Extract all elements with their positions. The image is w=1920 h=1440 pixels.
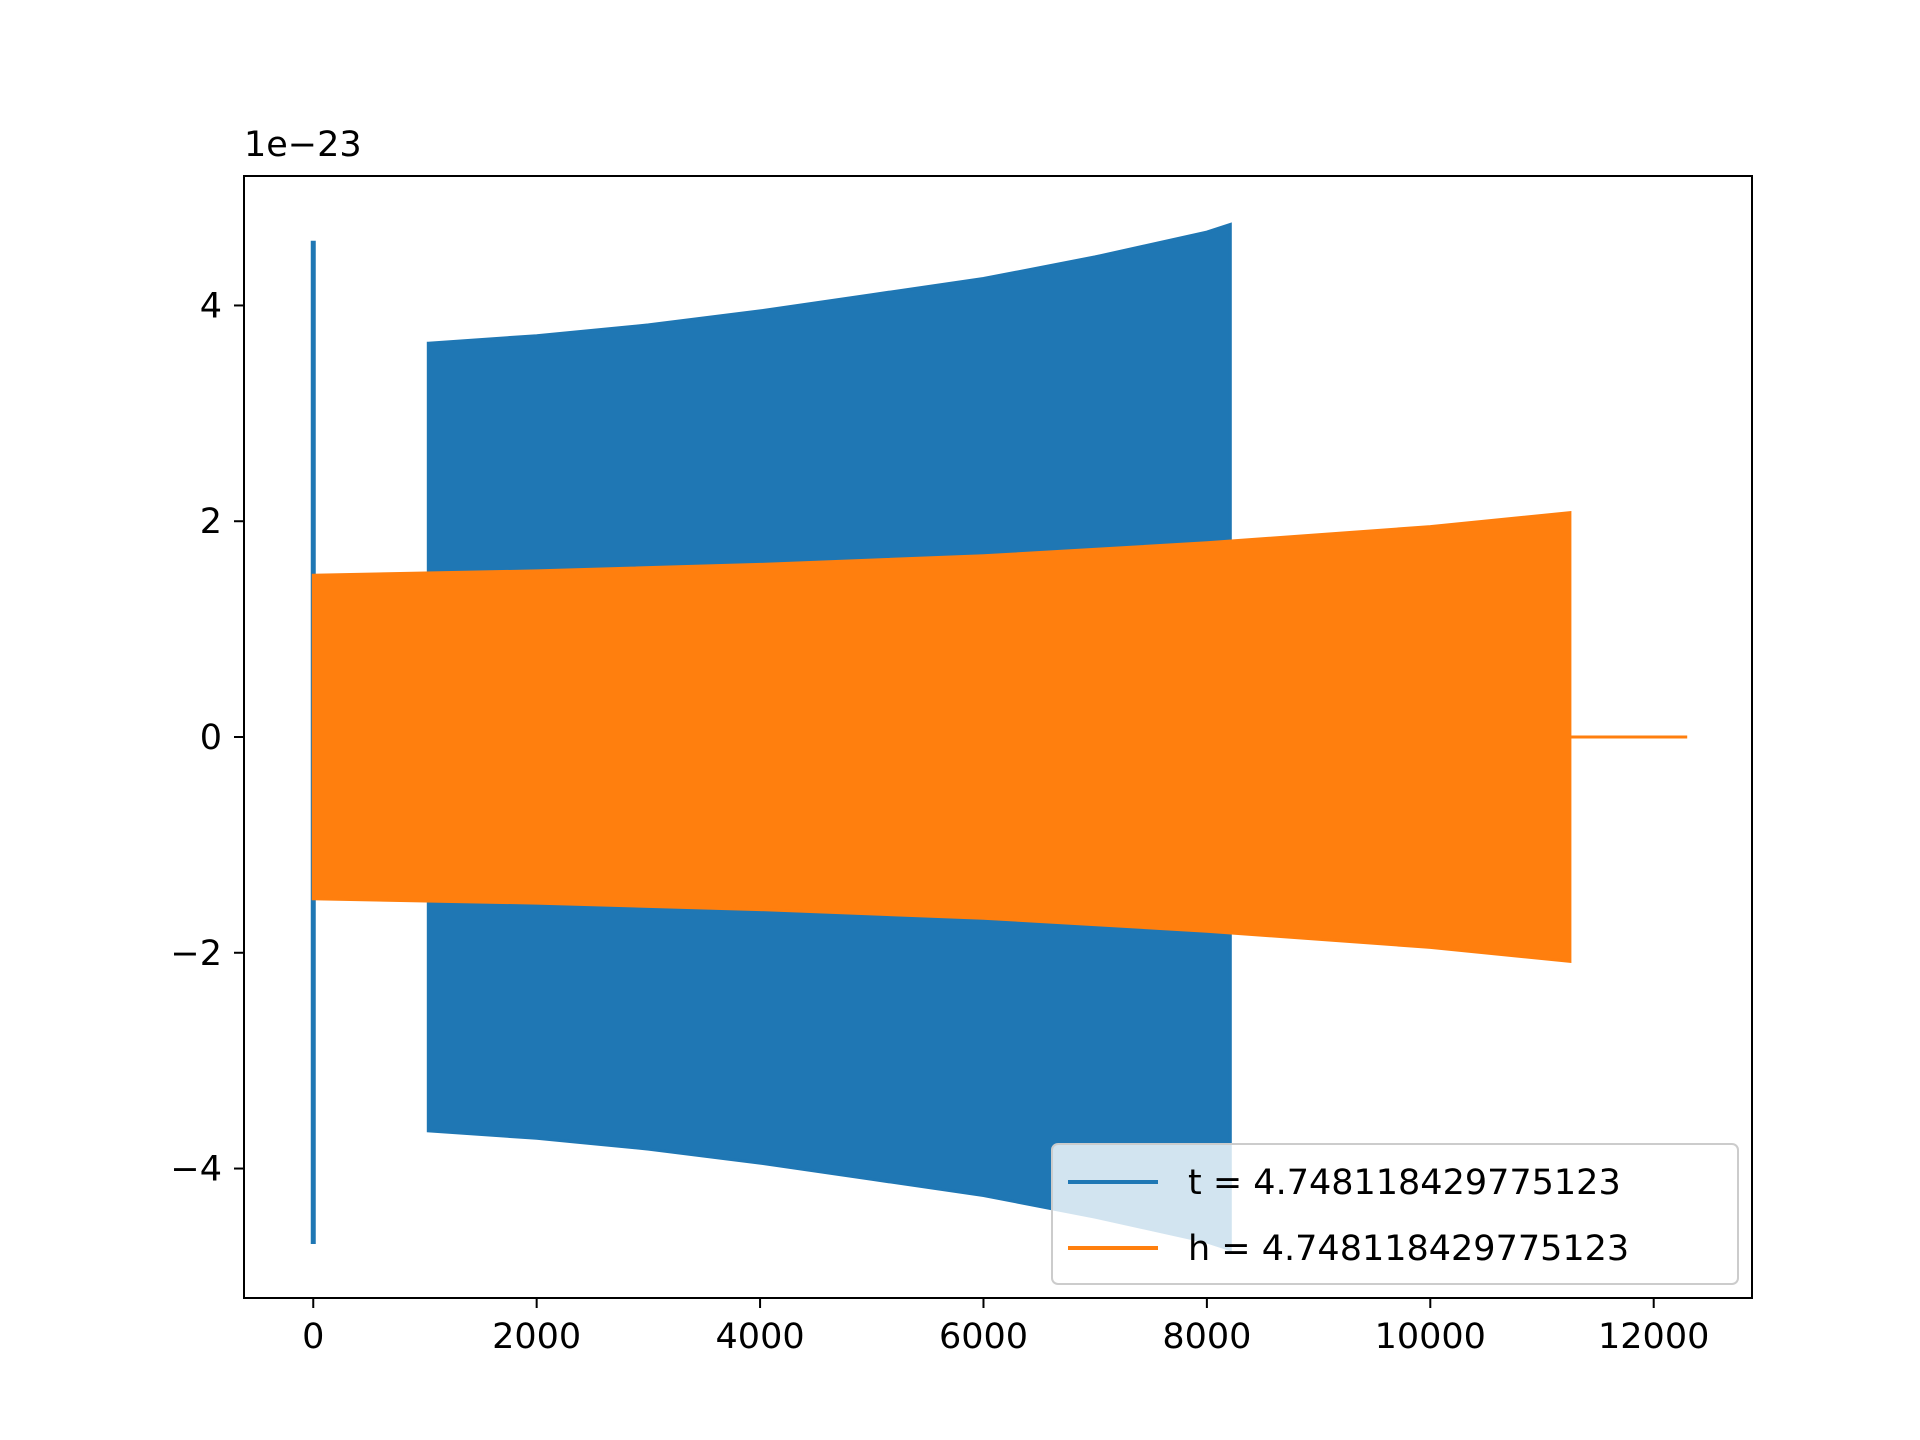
x-tick-label: 0 bbox=[302, 1317, 324, 1357]
y-axis: −4 −2 0 2 4 bbox=[170, 286, 244, 1190]
y-offset-label: 1e−23 bbox=[244, 125, 362, 165]
x-tick-label: 12000 bbox=[1598, 1317, 1709, 1357]
y-tick-label: −4 bbox=[170, 1150, 222, 1190]
legend-label: t = 4.748118429775123 bbox=[1188, 1163, 1621, 1203]
x-tick-label: 4000 bbox=[716, 1317, 805, 1357]
legend-label: h = 4.748118429775123 bbox=[1188, 1229, 1629, 1269]
legend-box bbox=[1051, 1143, 1739, 1285]
y-tick-label: 4 bbox=[200, 286, 222, 326]
legend: t = 4.748118429775123 h = 4.7481184297751… bbox=[1051, 1143, 1739, 1285]
series-2-oscillation-band bbox=[311, 510, 1572, 964]
y-tick-label: 2 bbox=[200, 502, 222, 542]
y-tick-label: 0 bbox=[200, 718, 222, 758]
x-axis: 0 2000 4000 6000 8000 10000 12000 bbox=[302, 1298, 1709, 1357]
series-2 bbox=[311, 510, 1688, 964]
x-tick-label: 10000 bbox=[1375, 1317, 1486, 1357]
y-tick-label: −2 bbox=[170, 934, 222, 974]
x-tick-label: 6000 bbox=[939, 1317, 1028, 1357]
x-tick-label: 2000 bbox=[492, 1317, 581, 1357]
x-tick-label: 8000 bbox=[1162, 1317, 1251, 1357]
